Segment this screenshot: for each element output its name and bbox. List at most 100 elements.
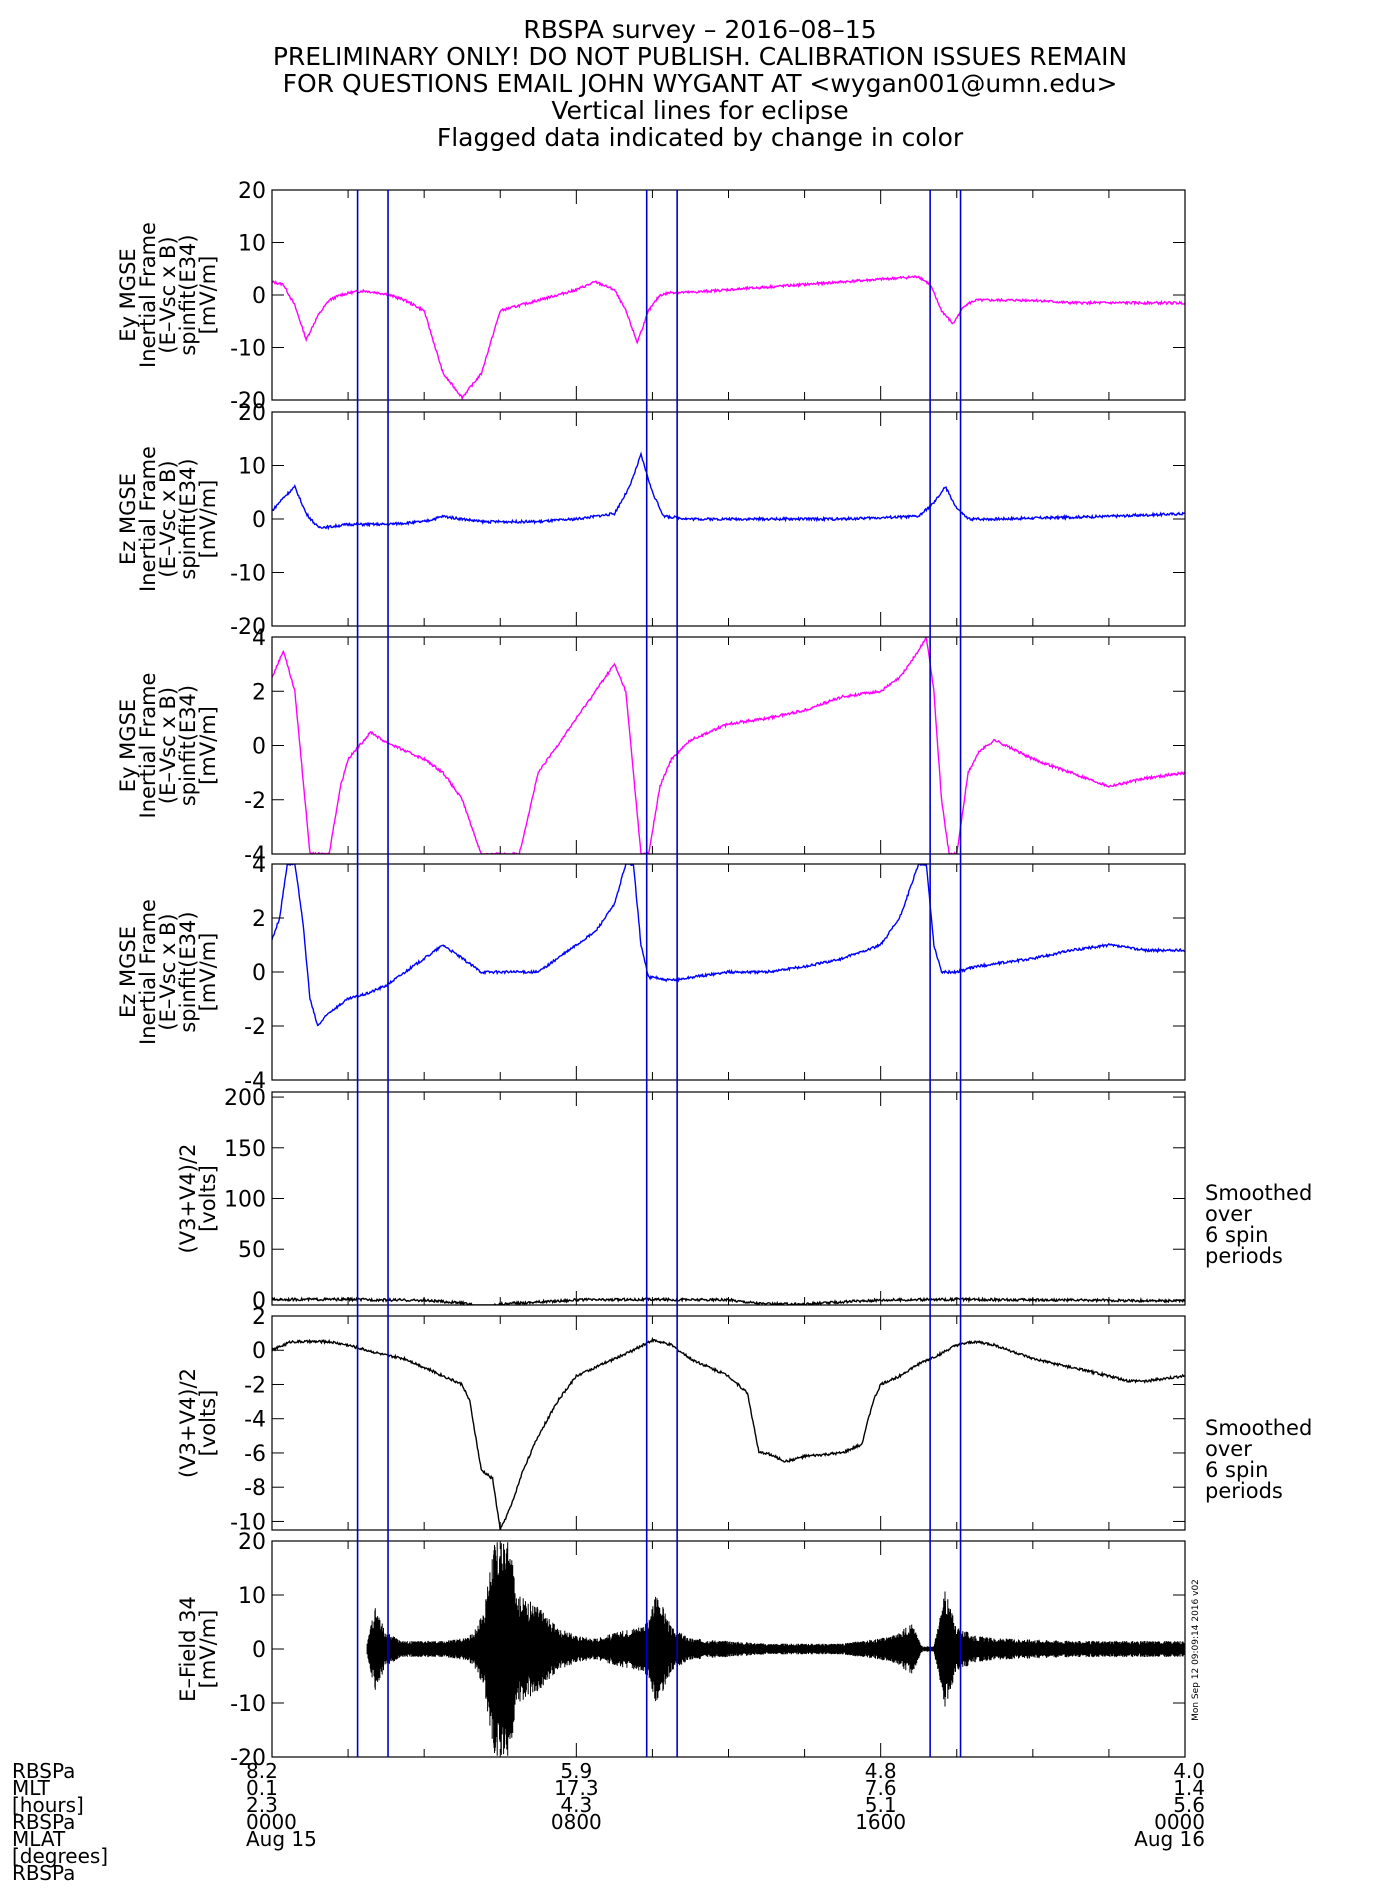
header-warning: PRELIMINARY ONLY! DO NOT PUBLISH. CALIBR… [272, 42, 1128, 71]
panel-1-ytick-label: -10 [230, 337, 266, 362]
panel-7-trace [366, 1542, 1185, 1756]
xaxis-tick-value: 0800 [551, 1810, 602, 1834]
panel-2-ytick-label: 20 [238, 401, 266, 426]
panel-5-frame [271, 1091, 1186, 1306]
xaxis-tick-value: 4.8 [865, 1759, 897, 1783]
panel-5-ylabel: (V3+V4)/2 [176, 1144, 200, 1254]
xaxis-tick-value: 0.1 [246, 1776, 278, 1800]
xaxis-tick-value: Aug 16 [1134, 1827, 1205, 1851]
panel-7-ylabel: [mV/m] [196, 1610, 220, 1689]
panel-3-ytick-label: -4 [244, 843, 266, 868]
xaxis-tick-value: 5.1 [865, 1793, 897, 1817]
side-note-line: Smoothed [1205, 1416, 1312, 1440]
panel-4-ytick-label: -4 [244, 1069, 266, 1094]
panel-1-ylabel: Ey MGSE [116, 248, 140, 341]
panel-1-ytick-label: 10 [238, 232, 266, 257]
panel-3-ytick-label: 4 [252, 626, 266, 651]
header-eclipse-note: Vertical lines for eclipse [551, 96, 849, 125]
xaxis-tick-value: 17.3 [554, 1776, 599, 1800]
panel-7-ytick-label: 20 [238, 1530, 266, 1555]
panel-2-ylabel: Inertial Frame [136, 446, 160, 592]
side-note-line: periods [1205, 1479, 1283, 1503]
panel-3-ytick-label: 2 [252, 680, 266, 705]
panel-4-ylabel: [mV/m] [196, 933, 220, 1012]
panel-1-frame [271, 189, 1186, 401]
panel-2-ytick-label: -20 [230, 615, 266, 640]
panel-4-ylabel: Ez MGSE [116, 926, 140, 1018]
panel-3-ylabel: (E–Vsc x B) [156, 687, 180, 804]
panel-4-ytick-label: 4 [252, 853, 266, 878]
xaxis-tick-value: 1600 [855, 1810, 906, 1834]
xaxis-tick-value: 5.6 [1173, 1793, 1205, 1817]
panel-4-ylabel: spinfit(E34) [176, 911, 200, 1032]
panel-4-ylabel: Inertial Frame [136, 899, 160, 1045]
panel-2-ylabel: [mV/m] [196, 480, 220, 559]
panel-2-trace [272, 451, 1185, 531]
panel-5-ylabel: [volts] [196, 1165, 220, 1232]
panel-2-ylabel: Ez MGSE [116, 473, 140, 565]
panel-1-ytick-label: 20 [238, 179, 266, 204]
panel-3-ytick-label: 0 [252, 735, 266, 760]
panel-5-ytick-label: 200 [224, 1086, 266, 1111]
panel-4-ylabel: (E–Vsc x B) [156, 913, 180, 1030]
xaxis-tick-value: 7.6 [865, 1776, 897, 1800]
xaxis-row-label: MLAT [12, 1827, 66, 1851]
side-note-line: over [1205, 1202, 1252, 1226]
panel-6-ytick-label: 0 [252, 1339, 266, 1364]
xaxis-row-label: RBSPa [12, 1810, 75, 1834]
panel-1-ytick-label: 0 [252, 284, 266, 309]
panel-2-ylabel: spinfit(E34) [176, 458, 200, 579]
xaxis-tick-value: 0000 [246, 1810, 297, 1834]
panel-7-ytick-label: -20 [230, 1746, 266, 1771]
panel-2-ytick-label: -10 [230, 562, 266, 587]
panel-3-ylabel: [mV/m] [196, 706, 220, 785]
panel-1-ylabel: Inertial Frame [136, 222, 160, 368]
xaxis-row-label: [hours] [12, 1793, 84, 1817]
panel-6-ytick-label: -6 [244, 1442, 266, 1467]
panel-5-ytick-label: 100 [224, 1188, 266, 1213]
panel-7-ytick-label: 0 [252, 1638, 266, 1663]
panel-6-ytick-label: 2 [252, 1305, 266, 1330]
xaxis-tick-value: 0000 [1154, 1810, 1205, 1834]
xaxis-row-label: RBSPa [12, 1759, 75, 1783]
generation-stamp: Mon Sep 12 09:09:14 2016 v02 [1191, 1579, 1201, 1721]
panel-6-ytick-label: -8 [244, 1476, 266, 1501]
panel-2-ytick-label: 0 [252, 508, 266, 533]
panel-1-trace [272, 274, 1185, 400]
panel-3-ylabel: Inertial Frame [136, 673, 160, 819]
side-note-line: 6 spin [1205, 1223, 1268, 1247]
side-note-line: 6 spin [1205, 1458, 1268, 1482]
panel-5-ytick-label: 150 [224, 1137, 266, 1162]
xaxis-tick-value: 2.3 [246, 1793, 278, 1817]
xaxis-row-label: RBSPa [12, 1861, 75, 1885]
panel-4-ytick-label: 2 [252, 907, 266, 932]
panel-3-ylabel: spinfit(E34) [176, 685, 200, 806]
panel-7-ylabel: E–Field 34 [176, 1596, 200, 1702]
xaxis-tick-value: Aug 15 [246, 1827, 317, 1851]
panel-6-ytick-label: -4 [244, 1408, 266, 1433]
panel-1-ylabel: [mV/m] [196, 256, 220, 335]
xaxis-tick-value: 1.4 [1173, 1776, 1205, 1800]
panel-2-ylabel: (E–Vsc x B) [156, 460, 180, 577]
header-title: RBSPA survey – 2016–08–15 [523, 15, 877, 44]
side-note-line: periods [1205, 1244, 1283, 1268]
side-note-line: over [1205, 1437, 1252, 1461]
xaxis-row-label: [degrees] [12, 1844, 108, 1868]
panel-4-ytick-label: -2 [244, 1015, 266, 1040]
header-flag-note: Flagged data indicated by change in colo… [436, 123, 964, 152]
xaxis-tick-value: 8.2 [246, 1759, 278, 1783]
panel-6-ylabel: (V3+V4)/2 [176, 1368, 200, 1478]
panel-3-trace [272, 637, 1185, 854]
panel-6-frame [271, 1315, 1186, 1531]
panel-4-trace [272, 864, 1185, 1027]
panel-6-ytick-label: -2 [244, 1373, 266, 1398]
panel-3-ytick-label: -2 [244, 789, 266, 814]
panel-6-ylabel: [volts] [196, 1390, 220, 1457]
panel-7-ytick-label: -10 [230, 1692, 266, 1717]
panel-5-ytick-label: 50 [238, 1238, 266, 1263]
xaxis-row-label: MLT [12, 1776, 51, 1800]
header-contact: FOR QUESTIONS EMAIL JOHN WYGANT AT <wyga… [282, 69, 1118, 98]
panel-4-ytick-label: 0 [252, 961, 266, 986]
panel-6-ytick-label: -10 [230, 1510, 266, 1535]
panel-1-ytick-label: -20 [230, 389, 266, 414]
